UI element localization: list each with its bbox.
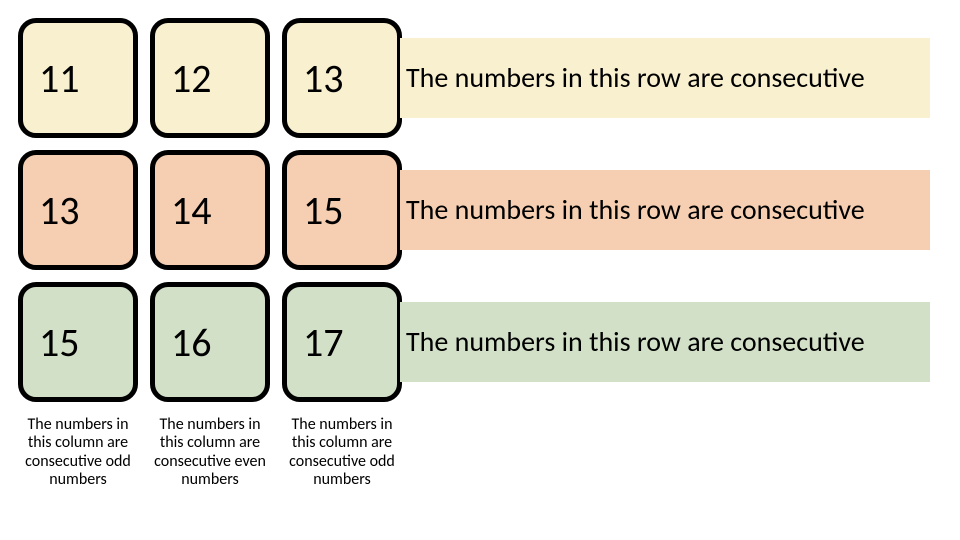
row-caption-1: The numbers in this row are consecutive	[400, 170, 930, 250]
column-caption-1: The numbers in this column are consecuti…	[150, 414, 270, 490]
row-caption-2: The numbers in this row are consecutive	[400, 302, 930, 382]
number-grid: 11 12 13 13 14 15 15 16 17 The numbers i…	[18, 18, 402, 490]
cell-2-0: 15	[18, 282, 138, 402]
cell-1-1: 14	[150, 150, 270, 270]
cell-0-1: 12	[150, 18, 270, 138]
cell-1-2: 15	[282, 150, 402, 270]
cell-2-2: 17	[282, 282, 402, 402]
cell-0-0: 11	[18, 18, 138, 138]
column-caption-2: The numbers in this column are consecuti…	[282, 414, 402, 490]
column-caption-0: The numbers in this column are consecuti…	[18, 414, 138, 490]
cell-2-1: 16	[150, 282, 270, 402]
cell-0-2: 13	[282, 18, 402, 138]
cell-1-0: 13	[18, 150, 138, 270]
row-caption-0: The numbers in this row are consecutive	[400, 38, 930, 118]
